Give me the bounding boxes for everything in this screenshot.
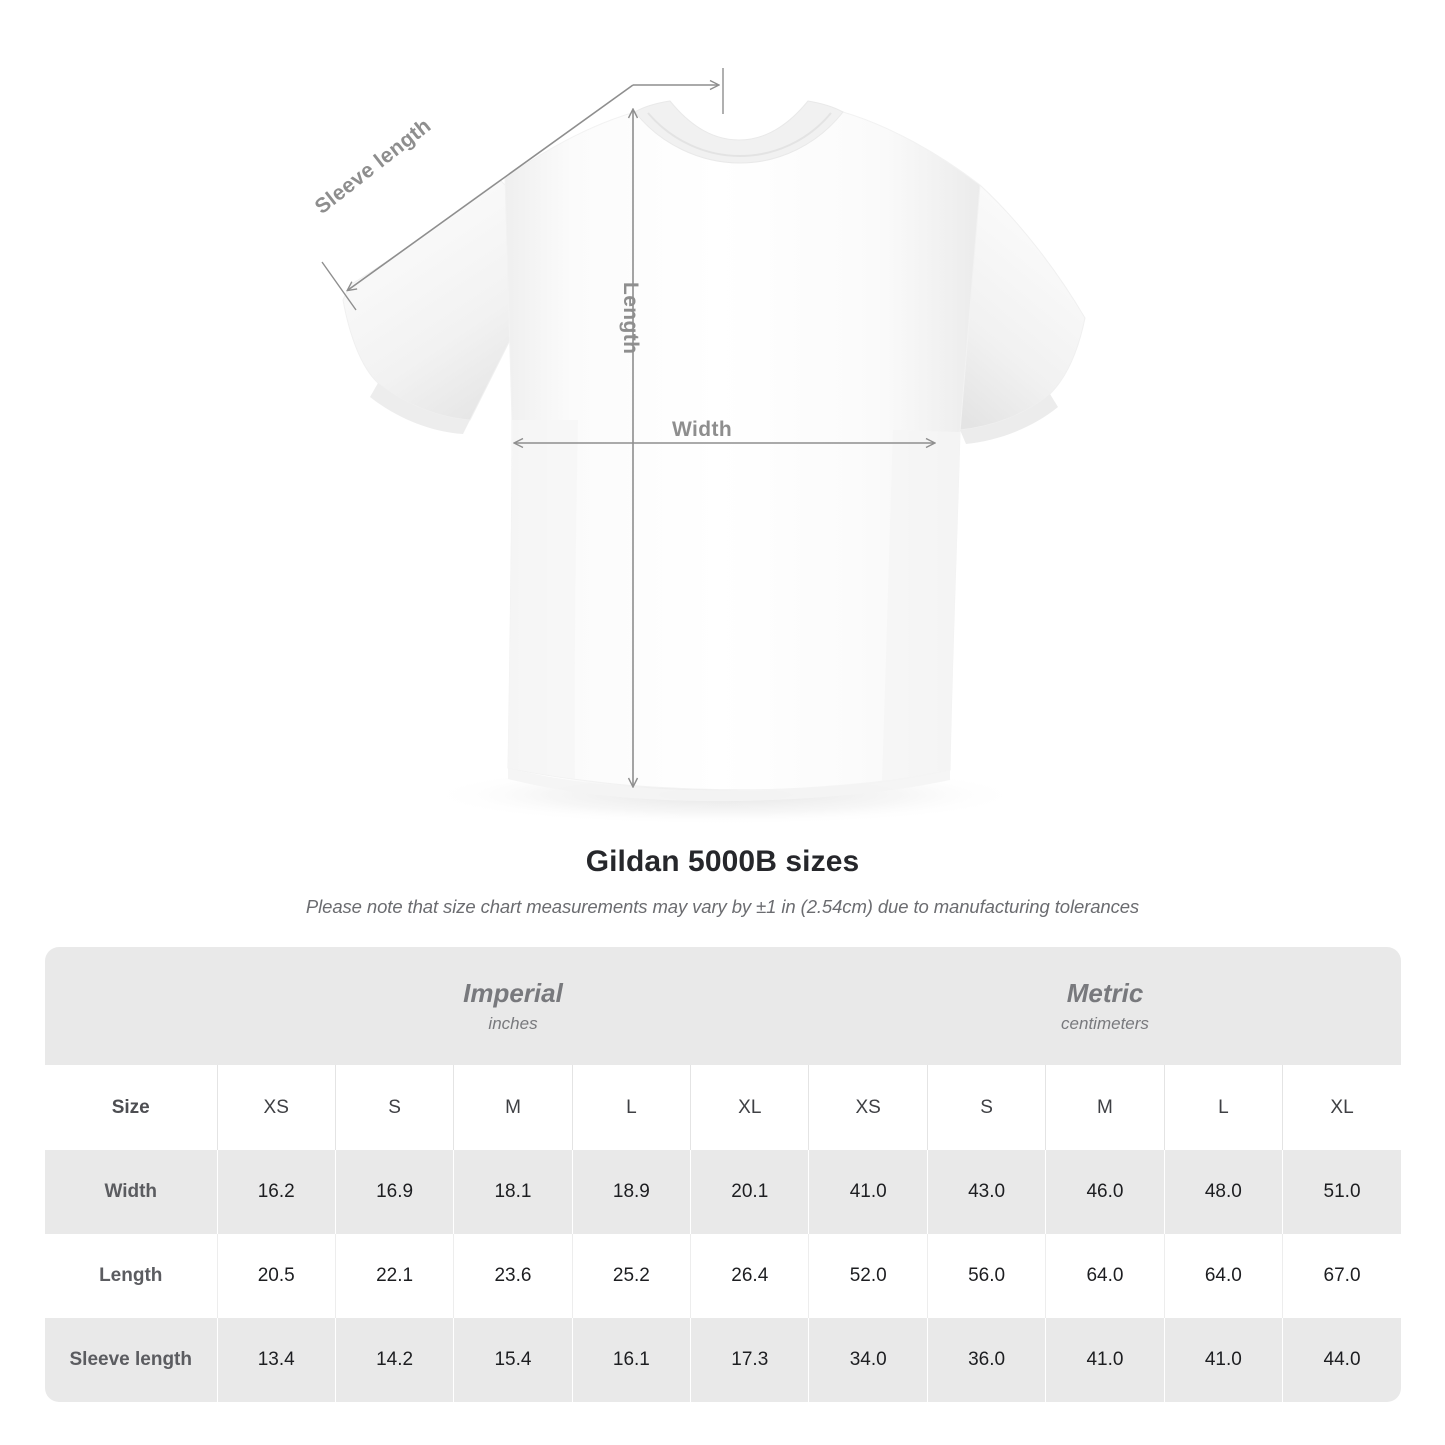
measurement-cell: 46.0	[1045, 1150, 1165, 1234]
unit-name: inches	[488, 1014, 538, 1033]
size-column-header-xs-5: XS	[808, 1065, 928, 1150]
size-column-header-l-3: L	[571, 1065, 691, 1150]
measurement-cell: 44.0	[1282, 1318, 1401, 1402]
measurement-cell: 23.6	[453, 1234, 573, 1318]
size-column-header-l-8: L	[1163, 1065, 1283, 1150]
tshirt-measurement-diagram: Sleeve length Length Width	[311, 68, 1086, 825]
measurement-cell: 41.0	[808, 1150, 928, 1234]
measurement-cell: 43.0	[926, 1150, 1046, 1234]
measurement-cell: 18.9	[571, 1150, 691, 1234]
measurement-cell: 18.1	[453, 1150, 573, 1234]
measurement-cell: 22.1	[334, 1234, 454, 1318]
measurement-cell: 20.5	[216, 1234, 336, 1318]
page-title: Gildan 5000B sizes	[585, 845, 860, 878]
table-row: Length 20.5 22.1 23.6 25.2 26.4 52.0 56.0 64.0 64…	[45, 1234, 1401, 1318]
size-column-header-s-6: S	[926, 1065, 1046, 1150]
measurement-cell: 13.4	[216, 1318, 336, 1402]
width-dimension-label: Width	[672, 418, 733, 441]
measurement-cell: 17.3	[690, 1318, 809, 1402]
size-column-header-m-7: M	[1045, 1065, 1165, 1150]
measurement-cell: 16.2	[216, 1150, 336, 1234]
measurement-cell: 56.0	[926, 1234, 1046, 1318]
size-column-header-xl-9: XL	[1282, 1065, 1401, 1150]
size-column-header-xs-0: XS	[216, 1065, 336, 1150]
measurement-cell: 64.0	[1163, 1234, 1283, 1318]
measurement-cell: 14.2	[334, 1318, 454, 1402]
measurement-cell: 52.0	[808, 1234, 928, 1318]
unit-system-name: Imperial	[463, 978, 563, 1008]
tshirt-illustration	[321, 68, 1086, 825]
measurement-cell: 48.0	[1163, 1150, 1283, 1234]
measurement-row-label: Sleeve length	[45, 1318, 217, 1402]
measurement-row-label: Width	[45, 1150, 217, 1234]
size-column-header-xl-4: XL	[690, 1065, 809, 1150]
size-column-header-m-2: M	[453, 1065, 573, 1150]
measurement-cell: 51.0	[1282, 1150, 1401, 1234]
size-chart-heading: Gildan 5000B sizes Please note that size…	[0, 845, 1445, 918]
measurement-cell: 34.0	[808, 1318, 928, 1402]
table-row: Width 16.2 16.9 18.1 18.9 20.1 41.0 43.0 46.0 48.…	[45, 1150, 1401, 1234]
measurement-cell: 16.1	[571, 1318, 691, 1402]
measurement-cell: 64.0	[1045, 1234, 1165, 1318]
unit-group-header-metric: Metric centimeters	[808, 947, 1401, 1065]
unit-name: centimeters	[1061, 1014, 1149, 1033]
length-dimension-label: Length	[619, 282, 642, 355]
unit-system-header-row: Imperial inches Metric centimeters	[45, 947, 1401, 1065]
measurement-cell: 41.0	[1163, 1318, 1283, 1402]
unit-group-header-imperial: Imperial inches	[217, 947, 809, 1065]
table-row: Sleeve length 13.4 14.2 15.4 16.1 17.3 34.0 36.…	[45, 1318, 1401, 1402]
unit-system-name: Metric	[1066, 978, 1144, 1008]
size-chart-table: Imperial inches Metric centimeters Size XS S M L…	[45, 947, 1401, 1402]
measurement-row-label: Length	[45, 1234, 217, 1318]
measurement-cell: 26.4	[690, 1234, 809, 1318]
size-chart-table-container: Imperial inches Metric centimeters Size XS S M L…	[45, 947, 1401, 1402]
measurement-cell: 16.9	[334, 1150, 454, 1234]
measurement-cell: 36.0	[926, 1318, 1046, 1402]
size-column-header: Size	[45, 1065, 217, 1150]
measurement-cell: 20.1	[690, 1150, 809, 1234]
measurement-cell: 25.2	[571, 1234, 691, 1318]
size-column-header-s-1: S	[334, 1065, 454, 1150]
size-header-row: Size XS S M L XL XS S M L XL	[45, 1065, 1401, 1150]
measurement-cell: 67.0	[1282, 1234, 1401, 1318]
unit-header-corner-spacer	[45, 947, 217, 1065]
tolerance-note: Please note that size chart measurements…	[305, 896, 1140, 917]
measurement-cell: 15.4	[453, 1318, 573, 1402]
measurement-cell: 41.0	[1045, 1318, 1165, 1402]
